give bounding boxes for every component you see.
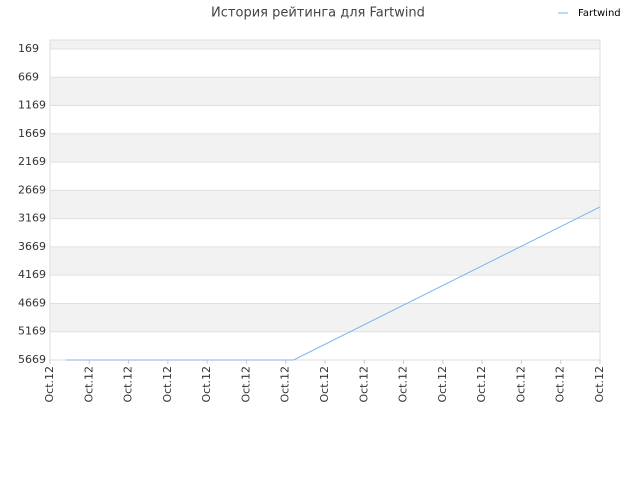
x-tick-label: Oct.12 [436, 366, 449, 403]
y-tick-label: 1669 [18, 127, 46, 140]
y-tick-label: 669 [18, 70, 39, 83]
x-tick-label: Oct.12 [514, 366, 527, 403]
plot-band [50, 331, 600, 360]
y-tick-label: 5169 [18, 325, 46, 338]
x-tick-label: Oct.12 [43, 366, 56, 403]
plot-band [50, 275, 600, 304]
plot-background [50, 40, 600, 360]
chart-title: История рейтинга для Fartwind [211, 6, 425, 21]
plot-band [50, 48, 600, 78]
y-tick-label: 2169 [18, 155, 46, 168]
y-tick-label: 2669 [18, 183, 46, 196]
y-tick-label: 3669 [18, 240, 46, 253]
x-tick-label: Oct.12 [82, 366, 95, 403]
series-line [65, 206, 601, 361]
x-tick-label: Oct.12 [397, 366, 410, 403]
y-tick-label: 5669 [18, 353, 46, 366]
x-tick-label: Oct.12 [161, 366, 174, 403]
x-tick-label: Oct.12 [239, 366, 252, 403]
x-tick-label: Oct.12 [279, 366, 292, 403]
plot-band [50, 162, 600, 191]
plot-band [50, 218, 600, 247]
legend-label: Fartwind [578, 8, 621, 19]
x-tick-label: Oct.12 [200, 366, 213, 403]
y-tick-label: 3169 [18, 212, 46, 225]
x-tick-label: Oct.12 [554, 366, 567, 403]
x-tick-label: Oct.12 [593, 366, 606, 403]
y-tick-label: 4669 [18, 296, 46, 309]
x-tick-label: Oct.12 [357, 366, 370, 403]
y-tick-label: 1169 [18, 99, 46, 112]
y-tick-label: 4169 [18, 268, 46, 281]
plot-band [50, 105, 600, 134]
y-tick-label: 169 [18, 42, 39, 55]
x-tick-label: Oct.12 [122, 366, 135, 403]
x-tick-label: Oct.12 [475, 366, 488, 403]
x-tick-label: Oct.12 [318, 366, 331, 403]
